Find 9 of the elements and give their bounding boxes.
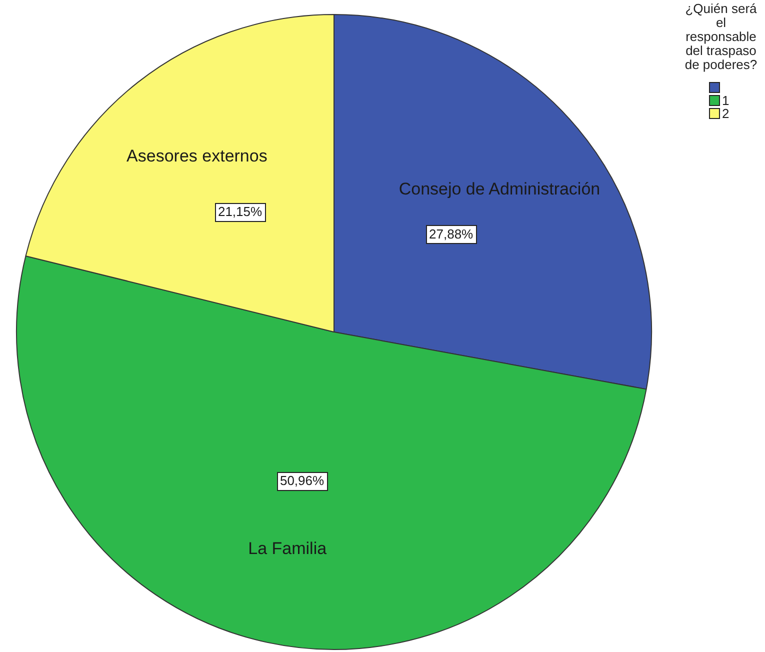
text: Consejo de Administración (398, 179, 600, 198)
legend-label: 1 (722, 93, 730, 108)
text: Asesores externos (126, 146, 268, 166)
data-label: 50,96% (280, 473, 324, 488)
legend-label: 2 (722, 106, 730, 121)
text: La Familia (248, 538, 328, 558)
data-label: 21,15% (218, 204, 263, 220)
data-label: 27,88% (429, 226, 474, 242)
legend-title: ¿Quién será el responsable del traspaso de poderes? (684, 1, 758, 72)
